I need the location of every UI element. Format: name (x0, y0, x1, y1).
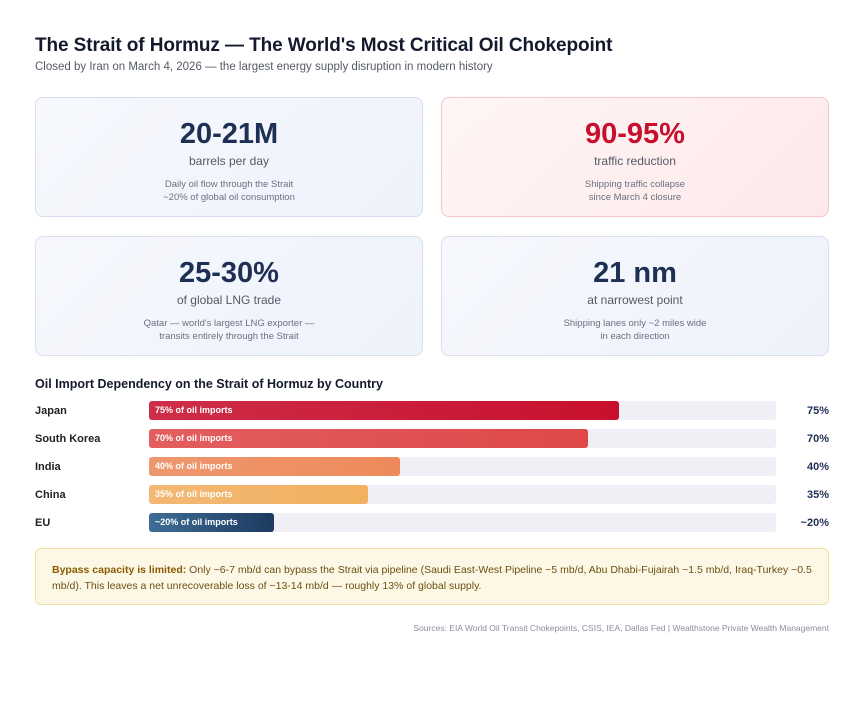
stat-description: Daily oil flow through the Strait ~20% o… (36, 178, 422, 204)
stat-value: 25-30% (179, 257, 279, 289)
bar-value-label: ~20% (800, 517, 829, 529)
stat-description-line: Daily oil flow through the Strait (164, 179, 294, 190)
stat-description: Qatar — world's largest LNG exporter — t… (36, 317, 422, 343)
page-title: The Strait of Hormuz — The World's Most … (35, 35, 613, 56)
bar: 40% of oil imports (149, 457, 400, 476)
note-text: Only ~6-7 mb/d can bypass the Strait via… (52, 564, 812, 592)
bar-row: Japan 75% of oil imports 75% (35, 400, 829, 428)
bar-inner-label: 70% of oil imports (155, 433, 233, 443)
bar-row: South Korea 70% of oil imports 70% (35, 428, 829, 456)
bar-track: ~20% of oil imports (149, 513, 776, 532)
bar-category-label: Japan (35, 405, 67, 417)
stat-value: 90-95% (585, 118, 685, 150)
bar-category-label: China (35, 489, 66, 501)
bar-track: 70% of oil imports (149, 429, 776, 448)
infographic-page: The Strait of Hormuz — The World's Most … (35, 35, 829, 633)
bar-row: India 40% of oil imports 40% (35, 456, 829, 484)
stat-description-line: transits entirely through the Strait (159, 331, 299, 342)
stat-unit: at narrowest point (587, 293, 683, 307)
stat-description-line: since March 4 closure (588, 192, 682, 203)
stat-value: 20-21M (179, 118, 279, 150)
dependency-bar-chart: Japan 75% of oil imports 75% South Korea 70%… (35, 400, 829, 540)
bypass-capacity-note: Bypass capacity is limited: Only ~6-7 mb… (35, 548, 829, 605)
bar-inner-label: 40% of oil imports (155, 461, 233, 471)
stat-description-line: Qatar — world's largest LNG exporter — (143, 318, 315, 329)
stat-card-traffic-reduction: 90-95% traffic reduction Shipping traffi… (441, 97, 829, 217)
bar-category-label: South Korea (35, 433, 101, 445)
bar: ~20% of oil imports (149, 513, 275, 532)
stat-unit: barrels per day (188, 154, 270, 168)
sources-footnote: Sources: EIA World Oil Transit Chokepoin… (413, 623, 829, 633)
bar-inner-label: ~20% of oil imports (155, 517, 238, 527)
stat-description: Shipping lanes only ~2 miles wide in eac… (442, 317, 828, 343)
stat-value: 21 nm (593, 257, 677, 289)
bar-category-label: India (35, 461, 61, 473)
page-subtitle: Closed by Iran on March 4, 2026 — the la… (35, 61, 493, 73)
bar: 75% of oil imports (149, 401, 620, 420)
bar-track: 35% of oil imports (149, 485, 776, 504)
bar-track: 75% of oil imports (149, 401, 776, 420)
stat-description-line: Shipping traffic collapse (584, 179, 686, 190)
stat-description-line: Shipping lanes only ~2 miles wide (563, 318, 707, 329)
bar-value-label: 35% (806, 489, 829, 501)
bar-value-label: 40% (806, 461, 829, 473)
chart-title: Oil Import Dependency on the Strait of H… (35, 377, 383, 391)
stat-card-oil-flow: 20-21M barrels per day Daily oil flow th… (35, 97, 423, 217)
stat-card-narrowest-point: 21 nm at narrowest point Shipping lanes … (441, 236, 829, 356)
bar-inner-label: 35% of oil imports (155, 489, 233, 499)
bar-value-label: 70% (806, 433, 829, 445)
bar-category-label: EU (35, 517, 51, 529)
bar-track: 40% of oil imports (149, 457, 776, 476)
bar: 70% of oil imports (149, 429, 588, 448)
stat-description: Shipping traffic collapse since March 4 … (442, 178, 828, 204)
stat-card-lng-trade: 25-30% of global LNG trade Qatar — world… (35, 236, 423, 356)
note-lead: Bypass capacity is limited: (52, 564, 187, 576)
stat-description-line: ~20% of global oil consumption (163, 192, 295, 203)
bar-inner-label: 75% of oil imports (155, 405, 233, 415)
stat-cards: 20-21M barrels per day Daily oil flow th… (35, 97, 829, 356)
stat-unit: of global LNG trade (176, 293, 282, 307)
stat-description-line: in each direction (600, 331, 670, 342)
bar-row: EU ~20% of oil imports ~20% (35, 512, 829, 540)
bar: 35% of oil imports (149, 485, 369, 504)
stat-unit: traffic reduction (594, 154, 676, 168)
bar-value-label: 75% (806, 405, 829, 417)
bar-row: China 35% of oil imports 35% (35, 484, 829, 512)
